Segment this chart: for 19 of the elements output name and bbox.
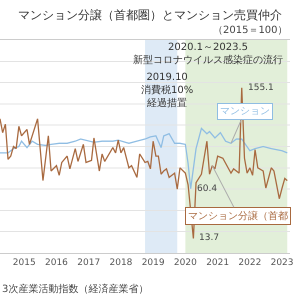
x-tick-label: 2019 bbox=[142, 258, 165, 268]
x-tick-label: 2015 bbox=[12, 258, 36, 268]
x-tick-label: 2023 bbox=[270, 258, 294, 268]
band-label: 2019.10 消費税10% 経過措置 bbox=[141, 72, 194, 109]
x-tick-label: 2016 bbox=[45, 258, 68, 268]
data-label: 13.7 bbox=[199, 233, 220, 243]
band-label: 2020.1～2023.5 新型コロナウイルス感染症の流行 bbox=[133, 42, 283, 66]
chart-title: マンション分譲（首都圏）とマンション売買仲介 bbox=[18, 8, 282, 22]
x-tick-label: 2017 bbox=[77, 258, 100, 268]
text: 3次産業活動指数（経済産業省） bbox=[2, 283, 148, 295]
x-tick-label: 2022 bbox=[238, 258, 262, 268]
series-label: マンション bbox=[220, 106, 270, 117]
chart-subtitle: （2015＝100） bbox=[213, 25, 288, 36]
series-label: マンション分譲（首都 bbox=[188, 210, 288, 222]
x-tick-label: 2021 bbox=[206, 258, 230, 268]
data-label: 155.1 bbox=[248, 83, 274, 93]
x-tick-label: 2020 bbox=[174, 258, 198, 268]
data-label: 60.4 bbox=[197, 184, 218, 194]
x-tick-label: 2018 bbox=[110, 258, 133, 268]
